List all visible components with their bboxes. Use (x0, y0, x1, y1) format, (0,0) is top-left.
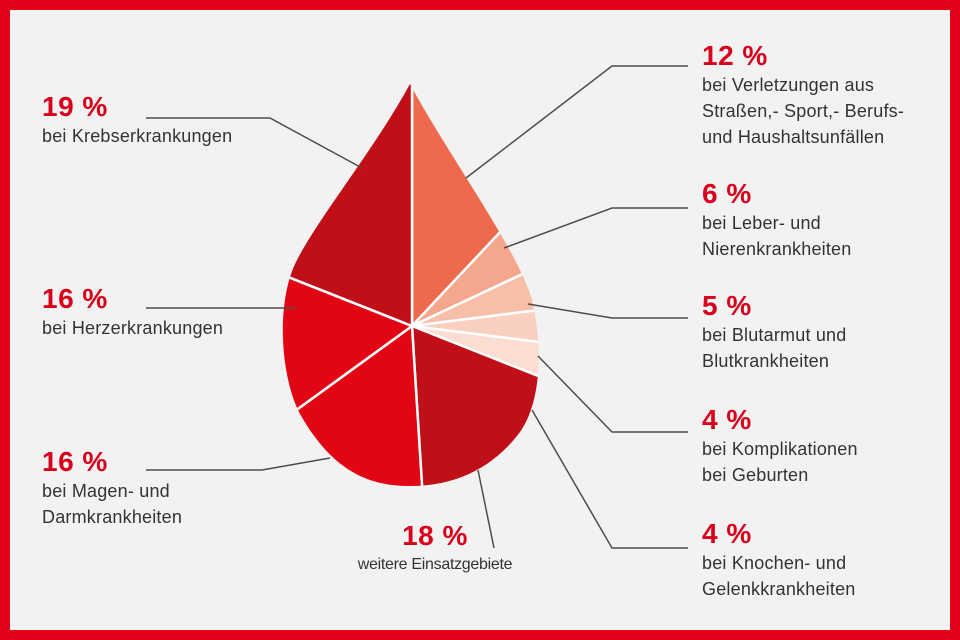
category-label: bei Herzerkrankungen (42, 318, 224, 338)
category-label: bei Knochen- und Gelenkkrankheiten (702, 553, 856, 599)
label-blutarmut: 5 % bei Blutarmut und Blutkrankheiten (702, 290, 846, 374)
label-krebs: 19 % bei Krebserkrankungen (42, 91, 232, 149)
label-magen: 16 % bei Magen- und Darmkrankheiten (42, 446, 182, 530)
leader-line (531, 409, 688, 549)
leader-line (477, 469, 495, 549)
label-knochen: 4 % bei Knochen- und Gelenkkrankheiten (702, 518, 856, 602)
pie-slice (282, 84, 414, 328)
value-label: 4 % (702, 404, 752, 435)
value-label: 19 % (42, 91, 108, 122)
pie-slice (410, 324, 539, 486)
leader-line (146, 117, 363, 169)
label-verletzungen: 12 % bei Verletzungen aus Straßen,- Spor… (702, 40, 904, 150)
leader-line (537, 355, 688, 433)
pie-slice (410, 188, 539, 328)
category-label: bei Verletzungen aus Straßen,- Sport,- B… (702, 75, 905, 147)
value-label: 6 % (702, 178, 752, 209)
value-label: 18 % (402, 520, 468, 551)
value-label: 16 % (42, 446, 108, 477)
value-label: 12 % (702, 40, 768, 71)
category-label: bei Magen- und Darmkrankheiten (42, 481, 183, 527)
leader-line (146, 457, 331, 471)
value-label: 5 % (702, 290, 752, 321)
category-label: bei Blutarmut und Blutkrankheiten (702, 325, 847, 371)
leader-line (527, 303, 688, 319)
category-label: bei Krebserkrankungen (42, 126, 233, 146)
pie-slice (410, 91, 539, 328)
value-label: 16 % (42, 283, 108, 314)
category-label: bei Komplikationen bei Geburten (702, 439, 858, 485)
label-herz: 16 % bei Herzerkrankungen (42, 283, 223, 341)
label-leber: 6 % bei Leber- und Nierenkrankheiten (702, 178, 851, 262)
category-label: weitere Einsatzgebiete (357, 556, 513, 573)
category-label: bei Leber- und Nierenkrankheiten (702, 213, 852, 259)
pie-slice (410, 324, 539, 446)
label-geburten: 4 % bei Komplikationen bei Geburten (702, 404, 858, 488)
label-weitere: 18 % weitere Einsatzgebiete (330, 520, 540, 578)
leader-line (503, 207, 688, 249)
value-label: 4 % (702, 518, 752, 549)
leader-line (465, 65, 688, 179)
